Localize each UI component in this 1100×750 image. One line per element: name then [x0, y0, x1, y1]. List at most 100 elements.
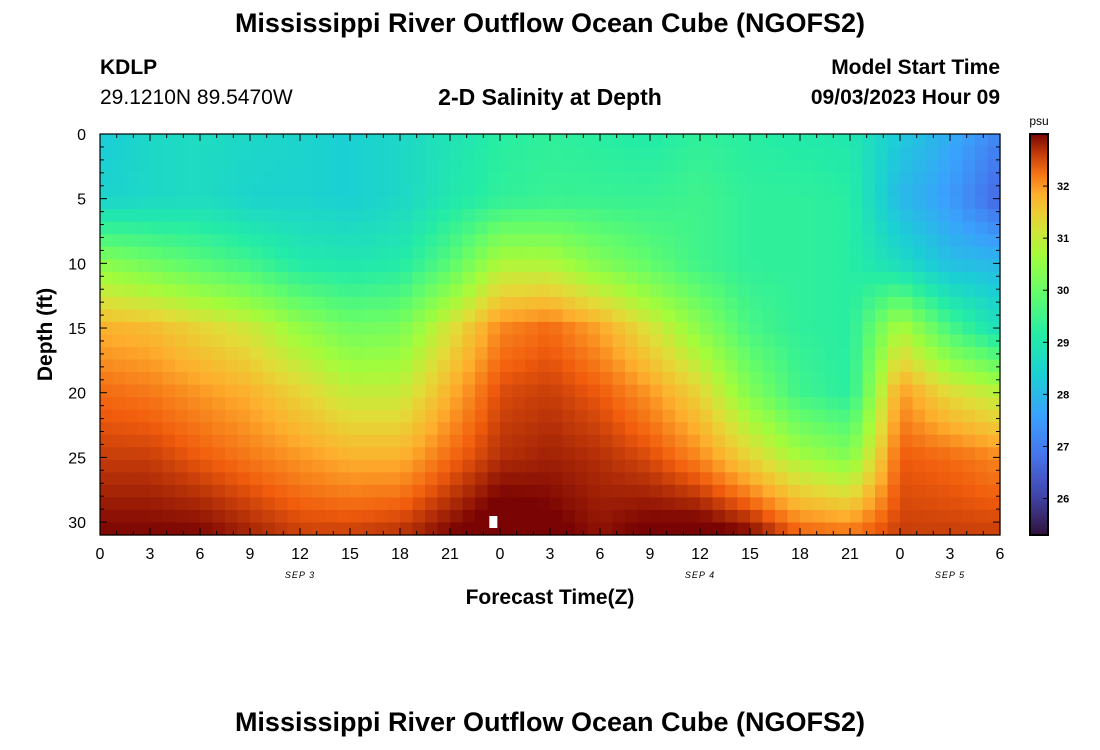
heatmap-cell — [837, 146, 851, 160]
heatmap-cell — [237, 209, 251, 223]
heatmap-cell — [112, 484, 126, 499]
heatmap-cell — [850, 259, 864, 273]
heatmap-cell — [300, 146, 314, 160]
heatmap-cell — [912, 321, 926, 336]
heatmap-cell — [925, 309, 939, 323]
heatmap-cell — [575, 509, 589, 524]
heatmap-cell — [300, 447, 314, 461]
heatmap-cell — [150, 409, 164, 423]
heatmap-cell — [925, 196, 939, 210]
heatmap-cell — [912, 184, 926, 198]
heatmap-cell — [562, 484, 576, 499]
heatmap-cell — [512, 284, 526, 298]
heatmap-cell — [287, 509, 301, 524]
heatmap-cell — [950, 209, 964, 223]
heatmap-cell — [812, 196, 826, 210]
heatmap-cell — [862, 209, 876, 223]
heatmap-cell — [350, 359, 364, 373]
heatmap-cell — [137, 271, 151, 285]
heatmap-cell — [112, 359, 126, 373]
heatmap-cell — [337, 384, 351, 398]
heatmap-cell — [275, 184, 289, 198]
heatmap-cell — [962, 134, 976, 148]
heatmap-cell — [425, 134, 439, 148]
heatmap-cell — [725, 271, 739, 285]
heatmap-cell — [500, 296, 514, 311]
heatmap-cell — [800, 372, 814, 386]
heatmap-cell — [475, 447, 489, 461]
heatmap-cell — [400, 296, 414, 311]
heatmap-cell — [362, 372, 376, 386]
heatmap-cell — [850, 484, 864, 499]
heatmap-cell — [812, 434, 826, 448]
heatmap-cell — [987, 171, 1001, 185]
heatmap-cell — [450, 259, 464, 273]
heatmap-cell — [862, 246, 876, 260]
heatmap-cell — [337, 522, 351, 536]
heatmap-cell — [362, 522, 376, 536]
heatmap-cell — [325, 321, 339, 336]
heatmap-cell — [287, 434, 301, 448]
heatmap-cell — [312, 497, 326, 511]
heatmap-cell — [662, 284, 676, 298]
heatmap-cell — [500, 246, 514, 260]
heatmap-cell — [337, 334, 351, 348]
heatmap-cell — [762, 271, 776, 285]
heatmap-cell — [962, 372, 976, 386]
heatmap-cell — [762, 347, 776, 361]
heatmap-cell — [787, 372, 801, 386]
heatmap-cell — [912, 171, 926, 185]
heatmap-cell — [825, 372, 839, 386]
heatmap-cell — [275, 334, 289, 348]
heatmap-cell — [225, 372, 239, 386]
heatmap-cell — [337, 359, 351, 373]
heatmap-cell — [300, 321, 314, 336]
heatmap-cell — [637, 497, 651, 511]
heatmap-cell — [300, 171, 314, 185]
heatmap-cell — [275, 171, 289, 185]
heatmap-cell — [850, 334, 864, 348]
heatmap-cell — [100, 359, 114, 373]
heatmap-cell — [700, 196, 714, 210]
heatmap-cell — [725, 171, 739, 185]
heatmap-cell — [675, 334, 689, 348]
heatmap-cell — [525, 134, 539, 148]
heatmap-cell — [662, 134, 676, 148]
heatmap-cell — [325, 472, 339, 486]
x-tick-label: 21 — [441, 546, 459, 563]
heatmap-cell — [250, 509, 264, 524]
heatmap-cell — [275, 459, 289, 473]
heatmap-cell — [637, 209, 651, 223]
heatmap-cell — [437, 246, 451, 260]
heatmap-cell — [662, 509, 676, 524]
heatmap-cell — [162, 422, 176, 436]
heatmap-cell — [150, 509, 164, 524]
heatmap-cell — [550, 171, 564, 185]
heatmap-cell — [225, 447, 239, 461]
heatmap-cell — [650, 359, 664, 373]
heatmap-cell — [250, 184, 264, 198]
colorbar-tick-label: 27 — [1057, 441, 1069, 453]
heatmap-cell — [712, 221, 726, 235]
heatmap-cell — [350, 321, 364, 336]
heatmap-cell — [225, 134, 239, 148]
heatmap-cell — [937, 497, 951, 511]
heatmap-cell — [562, 246, 576, 260]
heatmap-cell — [675, 159, 689, 173]
heatmap-cell — [662, 409, 676, 423]
heatmap-cell — [125, 509, 139, 524]
heatmap-cell — [262, 259, 276, 273]
heatmap-cell — [350, 171, 364, 185]
heatmap-cell — [775, 171, 789, 185]
heatmap-cell — [625, 296, 639, 311]
heatmap-cell — [150, 309, 164, 323]
heatmap-cell — [987, 321, 1001, 336]
heatmap-cell — [925, 347, 939, 361]
heatmap-cell — [887, 171, 901, 185]
chart-title: Mississippi River Outflow Ocean Cube (NG… — [234, 8, 866, 38]
heatmap-cell — [587, 196, 601, 210]
heatmap-cell — [762, 434, 776, 448]
heatmap-cell — [125, 271, 139, 285]
heatmap-cell — [812, 372, 826, 386]
heatmap-cell — [925, 259, 939, 273]
